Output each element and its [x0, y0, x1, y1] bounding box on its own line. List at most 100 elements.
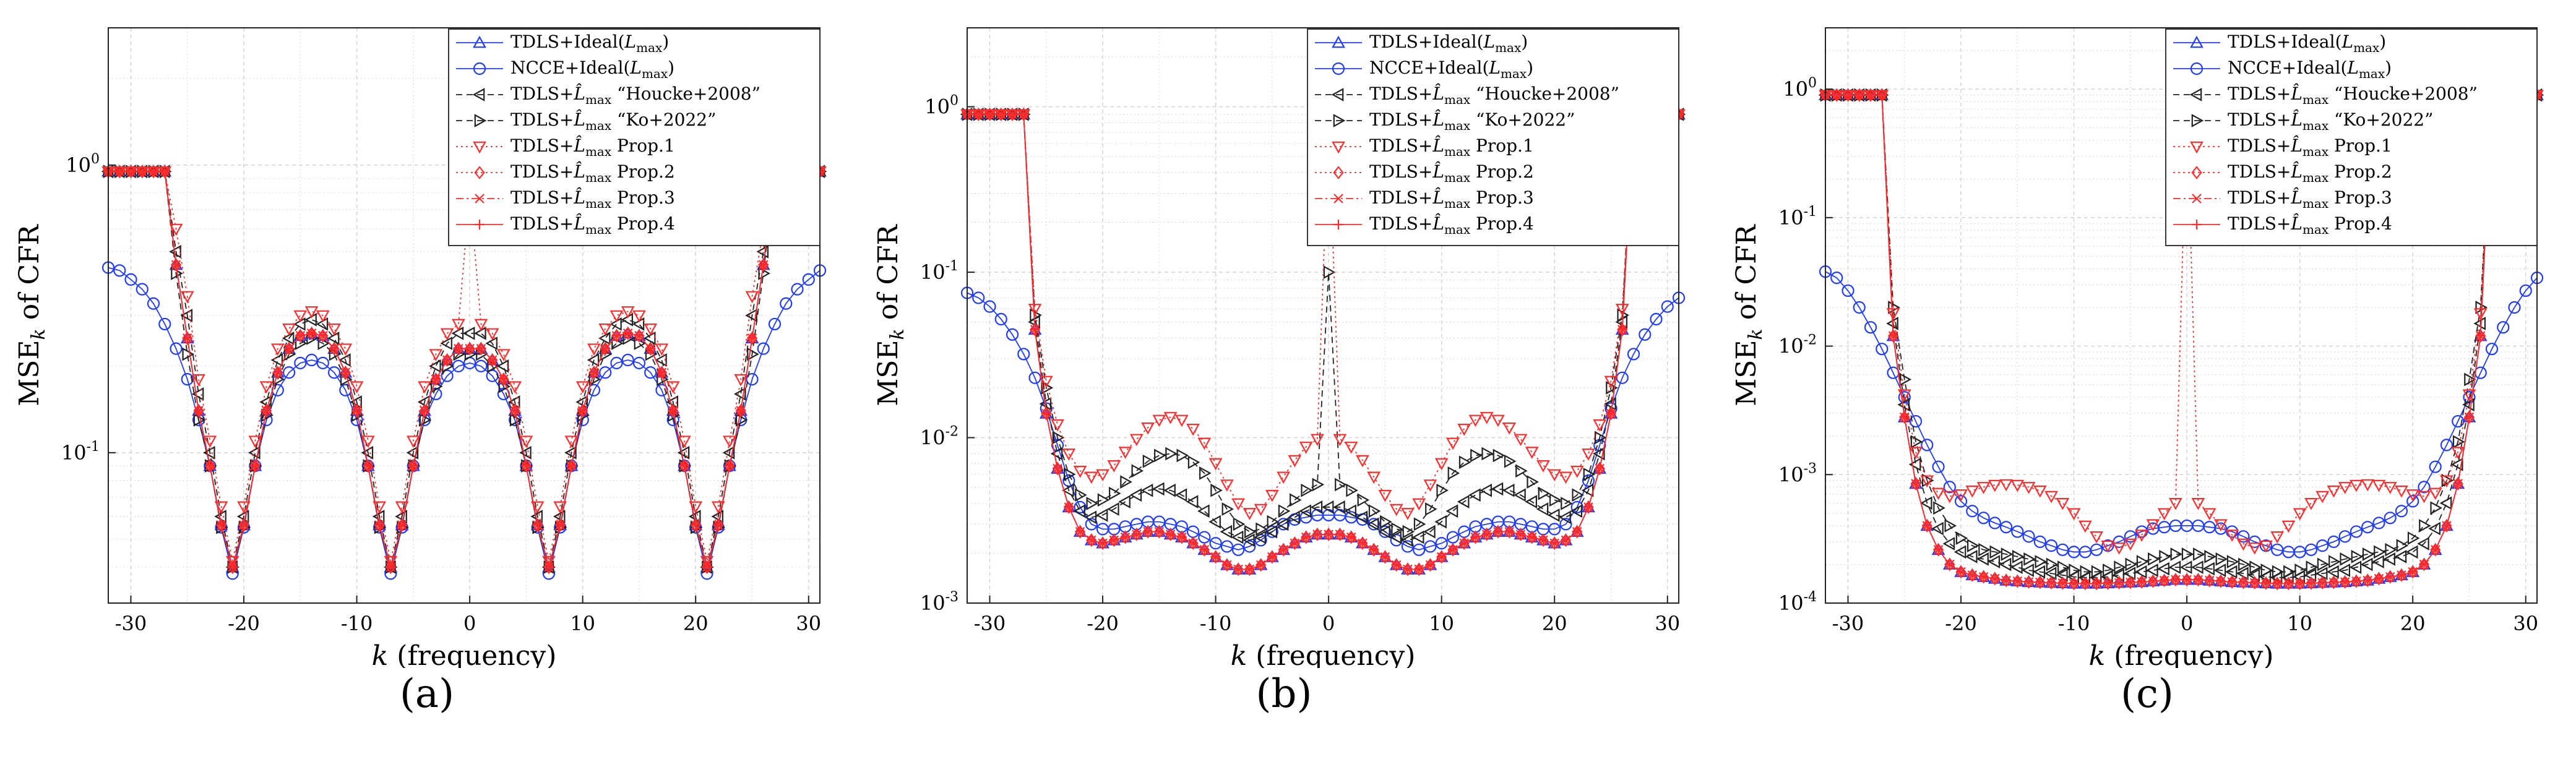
data-point [1074, 525, 1086, 539]
x-tick-label: 20 [1542, 612, 1567, 635]
data-point [520, 459, 532, 473]
data-point [1514, 488, 1526, 502]
legend-marker [472, 88, 485, 101]
legend-label: TDLS+Ideal(Lmax) [2228, 32, 2386, 55]
data-point [1220, 540, 1233, 553]
data-point [1030, 324, 1040, 335]
data-point [248, 445, 261, 460]
legend-marker [2192, 220, 2202, 229]
data-point [2439, 496, 2452, 510]
data-point [2215, 552, 2228, 566]
data-point [1086, 535, 1096, 546]
data-point [2417, 491, 2431, 503]
data-point [1086, 497, 1099, 510]
data-point [180, 291, 194, 304]
data-point [272, 367, 283, 378]
data-point [532, 518, 543, 532]
x-tick-label: 10 [1429, 612, 1454, 635]
data-point [587, 353, 600, 367]
data-point [643, 331, 656, 345]
data-point [429, 349, 443, 361]
data-point [2405, 545, 2418, 559]
data-point [701, 560, 713, 574]
data-point [2035, 575, 2046, 589]
data-point [1335, 529, 1345, 540]
data-point [1276, 517, 1289, 531]
data-point [598, 331, 611, 345]
data-point [1199, 466, 1212, 480]
data-point [306, 327, 317, 340]
data-point [2406, 495, 2419, 508]
data-point [2452, 414, 2465, 428]
data-point [2360, 557, 2373, 572]
data-point [1605, 406, 1617, 421]
data-point [1594, 461, 1605, 476]
data-point [485, 336, 498, 350]
data-point [690, 518, 701, 532]
data-point [1661, 300, 1674, 313]
data-point [554, 518, 566, 532]
data-point [1220, 479, 1234, 492]
data-point [1197, 437, 1212, 450]
data-point [2430, 501, 2442, 515]
data-point [363, 461, 373, 471]
data-point [2519, 284, 2532, 298]
data-point [611, 329, 622, 343]
data-point [1355, 510, 1368, 525]
data-point [2091, 578, 2102, 589]
x-tick-label: -10 [341, 612, 373, 635]
data-point [1583, 502, 1593, 512]
data-point [1592, 447, 1605, 461]
data-point [2272, 576, 2283, 591]
data-point [2385, 572, 2395, 582]
data-point [1050, 447, 1063, 461]
data-point [419, 413, 432, 427]
data-point [1549, 538, 1560, 549]
x-axis-label: k (frequency) [2089, 640, 2274, 668]
data-point [1412, 498, 1426, 511]
data-point [2374, 573, 2384, 584]
data-point [2328, 555, 2341, 568]
data-point [2475, 329, 2486, 343]
data-point [193, 413, 206, 427]
data-point [1007, 109, 1018, 119]
data-point [1389, 503, 1403, 516]
data-point [465, 343, 475, 354]
data-point [1481, 528, 1493, 541]
data-point [1989, 573, 2000, 584]
data-point [1312, 528, 1323, 541]
data-point [1604, 375, 1618, 388]
data-point [1470, 448, 1483, 463]
legend-label: TDLS+L̂max Prop.3 [1369, 187, 1534, 211]
data-point [125, 165, 137, 178]
data-point [2340, 575, 2351, 589]
data-point [2091, 565, 2104, 579]
data-point [1075, 488, 1087, 502]
data-point [1063, 500, 1074, 514]
data-point [1039, 375, 1053, 388]
data-point [1944, 559, 1955, 570]
data-point [2157, 562, 2169, 576]
data-point [2033, 485, 2047, 498]
data-point [1942, 537, 1955, 551]
data-point [1333, 500, 1345, 514]
data-point [1538, 533, 1549, 547]
data-point [1527, 532, 1537, 542]
data-point [2125, 575, 2136, 589]
data-point [114, 165, 125, 178]
x-axis-label: k (frequency) [1231, 640, 1416, 668]
data-point [2114, 560, 2126, 574]
data-point [2238, 575, 2249, 589]
data-point [1966, 568, 1978, 582]
data-point [1424, 540, 1437, 553]
data-point [1920, 475, 1934, 488]
data-point [2441, 520, 2452, 531]
data-point [1617, 323, 1628, 336]
data-point [2247, 542, 2262, 555]
data-point [1606, 408, 1616, 419]
data-point [2181, 547, 2194, 561]
data-point [1243, 533, 1255, 547]
data-point [430, 372, 441, 386]
data-point [1197, 504, 1210, 518]
series-5 [960, 109, 1686, 520]
